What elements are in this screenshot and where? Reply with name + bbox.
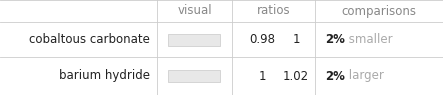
Text: cobaltous carbonate: cobaltous carbonate (29, 33, 150, 46)
Text: smaller: smaller (345, 33, 392, 46)
Text: comparisons: comparisons (342, 4, 416, 17)
Text: barium hydride: barium hydride (59, 70, 150, 82)
Text: 2%: 2% (325, 33, 345, 46)
Text: 1: 1 (259, 70, 266, 82)
Text: visual: visual (177, 4, 212, 17)
Text: 1: 1 (292, 33, 300, 46)
Bar (168, 70, 221, 82)
Text: ratios: ratios (256, 4, 290, 17)
Text: larger: larger (345, 70, 384, 82)
Text: 1.02: 1.02 (283, 70, 309, 82)
Text: 0.98: 0.98 (249, 33, 276, 46)
Bar (168, 34, 221, 46)
Text: 2%: 2% (325, 70, 345, 82)
